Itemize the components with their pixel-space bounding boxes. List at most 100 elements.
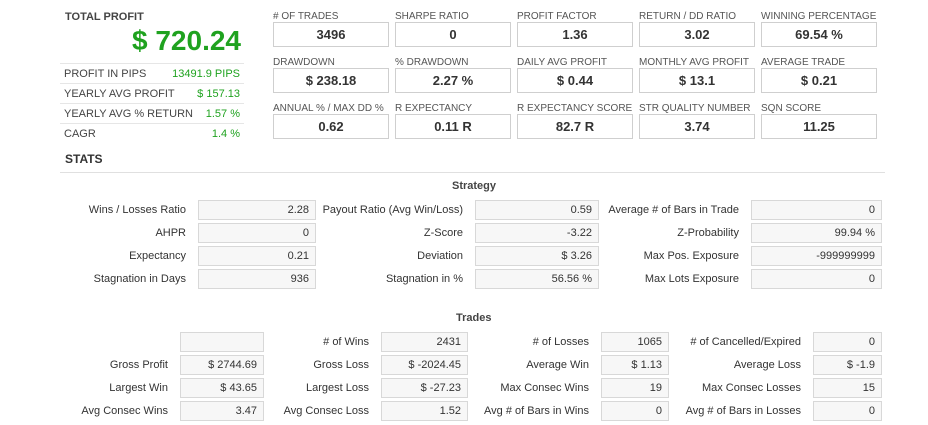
metric-value-annual-max-dd: 0.62 bbox=[273, 114, 389, 139]
strategy-value-payout-ratio: 0.59 bbox=[475, 200, 599, 220]
metric-label-pct-drawdown: % DRAWDOWN bbox=[395, 57, 469, 68]
trades-label-average-win: Average Win bbox=[526, 359, 589, 371]
summary-row-value: $ 157.13 bbox=[197, 88, 240, 100]
strategy-value-expectancy: 0.21 bbox=[198, 246, 316, 266]
trades-value-avg-bars-in-losses: 0 bbox=[813, 401, 882, 421]
trades-label-average-loss: Average Loss bbox=[733, 359, 801, 371]
strategy-value-max-pos-exposure: -999999999 bbox=[751, 246, 882, 266]
trades-value-gross-profit: $ 2744.69 bbox=[180, 355, 264, 375]
trades-label-avg-bars-in-losses: Avg # of Bars in Losses bbox=[685, 405, 801, 417]
trades-value-avg-consec-wins: 3.47 bbox=[180, 401, 264, 421]
metric-value-winning-percentage: 69.54 % bbox=[761, 22, 877, 47]
strategy-label-max-lots-exposure: Max Lots Exposure bbox=[644, 273, 739, 285]
metric-value-sharpe-ratio: 0 bbox=[395, 22, 511, 47]
metric-label-r-expectancy-score: R EXPECTANCY SCORE bbox=[517, 103, 633, 114]
summary-row-value: 13491.9 PIPS bbox=[172, 68, 240, 80]
trades-label-max-consec-losses: Max Consec Losses bbox=[701, 382, 801, 394]
trades-label-num-losses: # of Losses bbox=[532, 336, 589, 348]
metric-value-average-trade: $ 0.21 bbox=[761, 68, 877, 93]
metric-value-drawdown: $ 238.18 bbox=[273, 68, 389, 93]
trades-value-max-consec-wins: 19 bbox=[601, 378, 669, 398]
trades-value-num-losses: 1065 bbox=[601, 332, 669, 352]
metric-label-drawdown: DRAWDOWN bbox=[273, 57, 335, 68]
strategy-label-stagnation-days: Stagnation in Days bbox=[93, 273, 186, 285]
summary-row-value: 1.57 % bbox=[205, 108, 240, 120]
trades-value-cancelled-expired: 0 bbox=[813, 332, 882, 352]
strategy-value-stagnation-days: 936 bbox=[198, 269, 316, 289]
metric-value-profit-factor: 1.36 bbox=[517, 22, 633, 47]
trades-value-empty bbox=[180, 332, 264, 352]
metric-value-daily-avg-profit: $ 0.44 bbox=[517, 68, 633, 93]
summary-row-label: CAGR bbox=[64, 128, 96, 140]
trades-label-largest-loss: Largest Loss bbox=[306, 382, 369, 394]
trades-value-largest-win: $ 43.65 bbox=[180, 378, 264, 398]
trades-label-gross-profit: Gross Profit bbox=[109, 359, 168, 371]
metric-value-sqn-score: 11.25 bbox=[761, 114, 877, 139]
summary-row-label: YEARLY AVG PROFIT bbox=[64, 88, 175, 100]
metric-value-pct-drawdown: 2.27 % bbox=[395, 68, 511, 93]
summary-row-cagr: CAGR 1.4 % bbox=[60, 123, 244, 143]
trades-value-num-wins: 2431 bbox=[381, 332, 468, 352]
metric-value-r-expectancy: 0.11 R bbox=[395, 114, 511, 139]
trades-value-gross-loss: $ -2024.45 bbox=[381, 355, 468, 375]
summary-row-label: YEARLY AVG % RETURN bbox=[64, 108, 193, 120]
strategy-label-stagnation-pct: Stagnation in % bbox=[385, 273, 463, 285]
metric-label-annual-max-dd: ANNUAL % / MAX DD % bbox=[273, 103, 384, 114]
strategy-label-max-pos-exposure: Max Pos. Exposure bbox=[643, 250, 739, 262]
strategy-value-avg-bars-in-trade: 0 bbox=[751, 200, 882, 220]
strategy-value-stagnation-pct: 56.56 % bbox=[475, 269, 599, 289]
trades-value-largest-loss: $ -27.23 bbox=[381, 378, 468, 398]
trades-label-max-consec-wins: Max Consec Wins bbox=[500, 382, 589, 394]
metric-label-average-trade: AVERAGE TRADE bbox=[761, 57, 846, 68]
trades-label-avg-bars-in-wins: Avg # of Bars in Wins bbox=[484, 405, 589, 417]
summary-row-label: PROFIT IN PIPS bbox=[64, 68, 147, 80]
trades-label-gross-loss: Gross Loss bbox=[313, 359, 369, 371]
strategy-label-wins-losses-ratio: Wins / Losses Ratio bbox=[88, 204, 186, 216]
trades-label-largest-win: Largest Win bbox=[109, 382, 168, 394]
strategy-label-deviation: Deviation bbox=[417, 250, 463, 262]
strategy-label-z-score: Z-Score bbox=[423, 227, 463, 239]
stats-title: STATS bbox=[65, 152, 103, 166]
strategy-label-ahpr: AHPR bbox=[155, 227, 186, 239]
total-profit-label: TOTAL PROFIT bbox=[65, 11, 144, 23]
trades-value-avg-bars-in-wins: 0 bbox=[601, 401, 669, 421]
metric-label-trades: # OF TRADES bbox=[273, 11, 339, 22]
metric-label-return-dd-ratio: RETURN / DD RATIO bbox=[639, 11, 737, 22]
stats-divider bbox=[60, 172, 885, 173]
trades-value-average-win: $ 1.13 bbox=[601, 355, 669, 375]
strategy-value-z-score: -3.22 bbox=[475, 223, 599, 243]
strategy-value-deviation: $ 3.26 bbox=[475, 246, 599, 266]
metric-label-r-expectancy: R EXPECTANCY bbox=[395, 103, 473, 114]
strategy-label-expectancy: Expectancy bbox=[129, 250, 186, 262]
trades-label-avg-consec-loss: Avg Consec Loss bbox=[283, 405, 369, 417]
summary-row-yearly-avg-return: YEARLY AVG % RETURN 1.57 % bbox=[60, 103, 244, 123]
metric-label-daily-avg-profit: DAILY AVG PROFIT bbox=[517, 57, 608, 68]
metric-value-trades: 3496 bbox=[273, 22, 389, 47]
metric-value-return-dd-ratio: 3.02 bbox=[639, 22, 755, 47]
metric-label-profit-factor: PROFIT FACTOR bbox=[517, 11, 597, 22]
metric-value-r-expectancy-score: 82.7 R bbox=[517, 114, 633, 139]
strategy-value-wins-losses-ratio: 2.28 bbox=[198, 200, 316, 220]
trades-value-avg-consec-loss: 1.52 bbox=[381, 401, 468, 421]
metric-value-monthly-avg-profit: $ 13.1 bbox=[639, 68, 755, 93]
strategy-value-z-probability: 99.94 % bbox=[751, 223, 882, 243]
summary-row-profit-in-pips: PROFIT IN PIPS 13491.9 PIPS bbox=[60, 63, 244, 83]
summary-row-value: 1.4 % bbox=[211, 128, 240, 140]
trades-label-cancelled-expired: # of Cancelled/Expired bbox=[690, 336, 801, 348]
metric-label-winning-percentage: WINNING PERCENTAGE bbox=[761, 11, 877, 22]
metric-value-str-quality-number: 3.74 bbox=[639, 114, 755, 139]
strategy-label-z-probability: Z-Probability bbox=[677, 227, 739, 239]
strategy-value-max-lots-exposure: 0 bbox=[751, 269, 882, 289]
strategy-title: Strategy bbox=[452, 180, 497, 192]
trades-label-num-wins: # of Wins bbox=[323, 336, 369, 348]
metric-label-monthly-avg-profit: MONTHLY AVG PROFIT bbox=[639, 57, 750, 68]
trades-value-average-loss: $ -1.9 bbox=[813, 355, 882, 375]
strategy-value-ahpr: 0 bbox=[198, 223, 316, 243]
metric-label-sqn-score: SQN SCORE bbox=[761, 103, 822, 114]
summary-row-yearly-avg-profit: YEARLY AVG PROFIT $ 157.13 bbox=[60, 83, 244, 103]
trades-value-max-consec-losses: 15 bbox=[813, 378, 882, 398]
total-profit-value: $ 720.24 bbox=[132, 25, 241, 56]
metric-label-str-quality-number: STR QUALITY NUMBER bbox=[639, 103, 751, 114]
metric-label-sharpe-ratio: SHARPE RATIO bbox=[395, 11, 469, 22]
strategy-label-payout-ratio: Payout Ratio (Avg Win/Loss) bbox=[322, 204, 463, 216]
